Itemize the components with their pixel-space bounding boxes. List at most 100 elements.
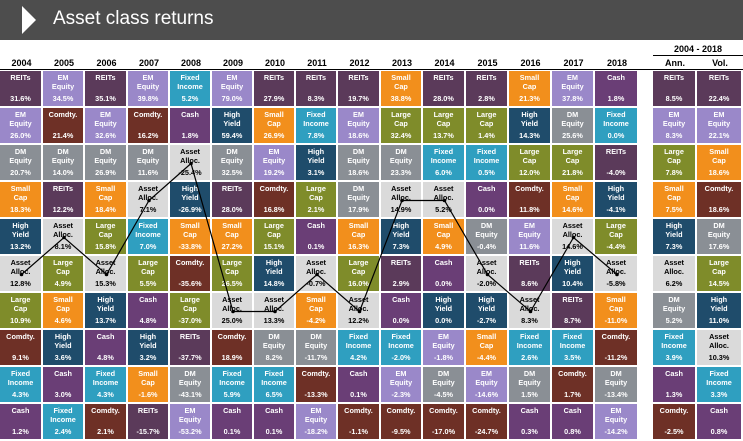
cell-label: Large Cap [138,258,158,276]
cell-label: Comdty. [704,184,734,193]
cell-value: 22.1% [708,131,730,140]
asset-cell-high-yield: High Yield 0.0% [423,293,466,330]
cell-value: 4.6% [54,316,72,325]
cell-value: 4.8% [139,316,157,325]
cell-label: Fixed Income [7,369,34,387]
cell-value: -2.5% [664,427,684,436]
year-header: 2010 [264,58,286,68]
cell-value: 7.8% [665,168,683,177]
cell-label: Large Cap [476,110,497,128]
cell-value: 7.5% [665,205,683,214]
cell-label: DM Equity [561,110,584,128]
asset-cell-dm-equity: DM Equity 25.6% [552,108,595,145]
asset-cell-fixed-income: Fixed Income 2.4% [43,404,85,441]
cell-value: -43.1% [178,390,202,399]
cell-label: DM Equity [9,147,32,165]
cell-value: 18.4% [95,205,116,214]
cell-label: Asset Alloc. [95,258,116,276]
cell-value: 0.8% [710,427,728,436]
asset-cell-comdty: Comdty. 11.8% [509,182,552,219]
cell-value: 18.6% [348,168,369,177]
asset-cell-reits: REITs 28.0% [212,182,254,219]
asset-cell-large-cap: Large Cap 15.8% [85,219,128,256]
asset-cell-large-cap: Large Cap -37.0% [170,293,212,330]
cell-value: 8.5% [665,94,683,103]
year-header: 2017 [563,58,584,68]
asset-cell-cash: Cash 0.3% [509,404,552,441]
asset-cell-small-cap: Small Cap -33.8% [170,219,212,256]
cell-value: 4.3% [12,390,29,399]
asset-cell-fixed-income: Fixed Income -2.0% [381,330,423,367]
cell-value: 3.9% [665,353,683,362]
cell-label: Comdty. [601,332,631,341]
cell-value: 22.4% [708,94,730,103]
asset-cell-large-cap: Large Cap 1.4% [466,108,509,145]
asset-cell-large-cap: Large Cap 13.7% [423,108,466,145]
cell-value: 0.0% [392,316,410,325]
year-header: 2018 [606,58,628,68]
cell-label: EM Equity [662,110,686,128]
cell-value: 2.1% [97,427,114,436]
annualized-header: Ann. [665,58,685,68]
cell-label: EM Equity [220,73,244,91]
asset-cell-asset-alloc: Asset Alloc. 13.3% [254,293,296,330]
cell-label: Fixed Income [516,332,543,350]
asset-cell-large-cap: Large Cap 32.4% [381,108,423,145]
asset-cell-fixed-income: Fixed Income 4.3% [85,367,128,404]
cell-value: 10.3% [708,353,730,362]
asset-cell-cash: Cash 0.0% [423,256,466,293]
cell-value: 25.0% [221,316,243,325]
cell-label: Small Cap [476,332,497,350]
asset-cell-comdty: Comdty. -35.6% [170,256,212,293]
cell-label: High Yield [307,147,325,165]
cell-label: High Yield [96,295,115,313]
cell-label: REITs [305,73,327,82]
asset-cell-em-equity: EM Equity 32.6% [85,108,128,145]
year-header: 2004 [11,58,32,68]
cell-label: Cash [96,332,115,341]
cell-label: Small Cap [391,73,411,91]
cell-value: -14.6% [474,390,499,399]
cell-label: REITs [221,184,243,193]
cell-label: Small Cap [348,221,369,239]
cell-value: 26.9% [95,168,116,177]
asset-cell-large-cap: Large Cap 4.9% [43,256,85,293]
asset-cell-cash: Cash 3.0% [43,367,85,404]
asset-cell-comdty: Comdty. 21.4% [43,108,85,145]
cell-value: 6.2% [665,279,683,288]
asset-cell-high-yield: High Yield -2.7% [466,293,509,330]
asset-cell-dm-equity: DM Equity 26.9% [85,145,128,182]
asset-cell-comdty: Comdty. -11.2% [595,330,639,367]
cell-label: DM Equity [604,369,628,387]
cell-label: High Yield [434,295,453,313]
cell-label: Comdty. [344,406,373,415]
cell-value: 7.8% [307,131,325,140]
cell-value: 1.8% [607,94,625,103]
cell-value: -35.6% [178,279,202,288]
cell-label: Cash [11,406,30,415]
cell-label: Small Cap [10,184,31,202]
cell-label: Cash [181,110,199,119]
asset-cell-asset-alloc: Asset Alloc. 14.9% [381,182,423,219]
asset-cell-high-yield: High Yield 14.8% [254,256,296,293]
cell-label: High Yield [54,332,72,350]
asset-cell-cash: Cash 0.1% [296,219,338,256]
cell-label: REITs [137,406,159,415]
asset-cell-reits: REITs 35.1% [85,71,128,108]
asset-cell-asset-alloc: Asset Alloc. -2.0% [466,256,509,293]
cell-value: 2.9% [392,279,410,288]
cell-value: 3.3% [710,390,728,399]
asset-cell-asset-alloc: Asset Alloc. 12.2% [338,293,381,330]
cell-value: 14.3% [519,131,540,140]
cell-value: 7.3% [392,242,410,251]
cell-value: 15.3% [95,279,116,288]
asset-cell-large-cap: Large Cap 15.1% [254,219,296,256]
cell-label: Comdty. [386,406,416,415]
asset-cell-fixed-income: Fixed Income 5.2% [170,71,212,108]
asset-cell-high-yield: High Yield 7.3% [653,219,697,256]
cell-value: 32.6% [95,131,116,140]
cell-value: 11.8% [519,205,540,214]
cell-value: 25.6% [562,131,583,140]
year-header: 2011 [307,58,327,68]
asset-cell-em-equity: EM Equity 79.0% [212,71,254,108]
